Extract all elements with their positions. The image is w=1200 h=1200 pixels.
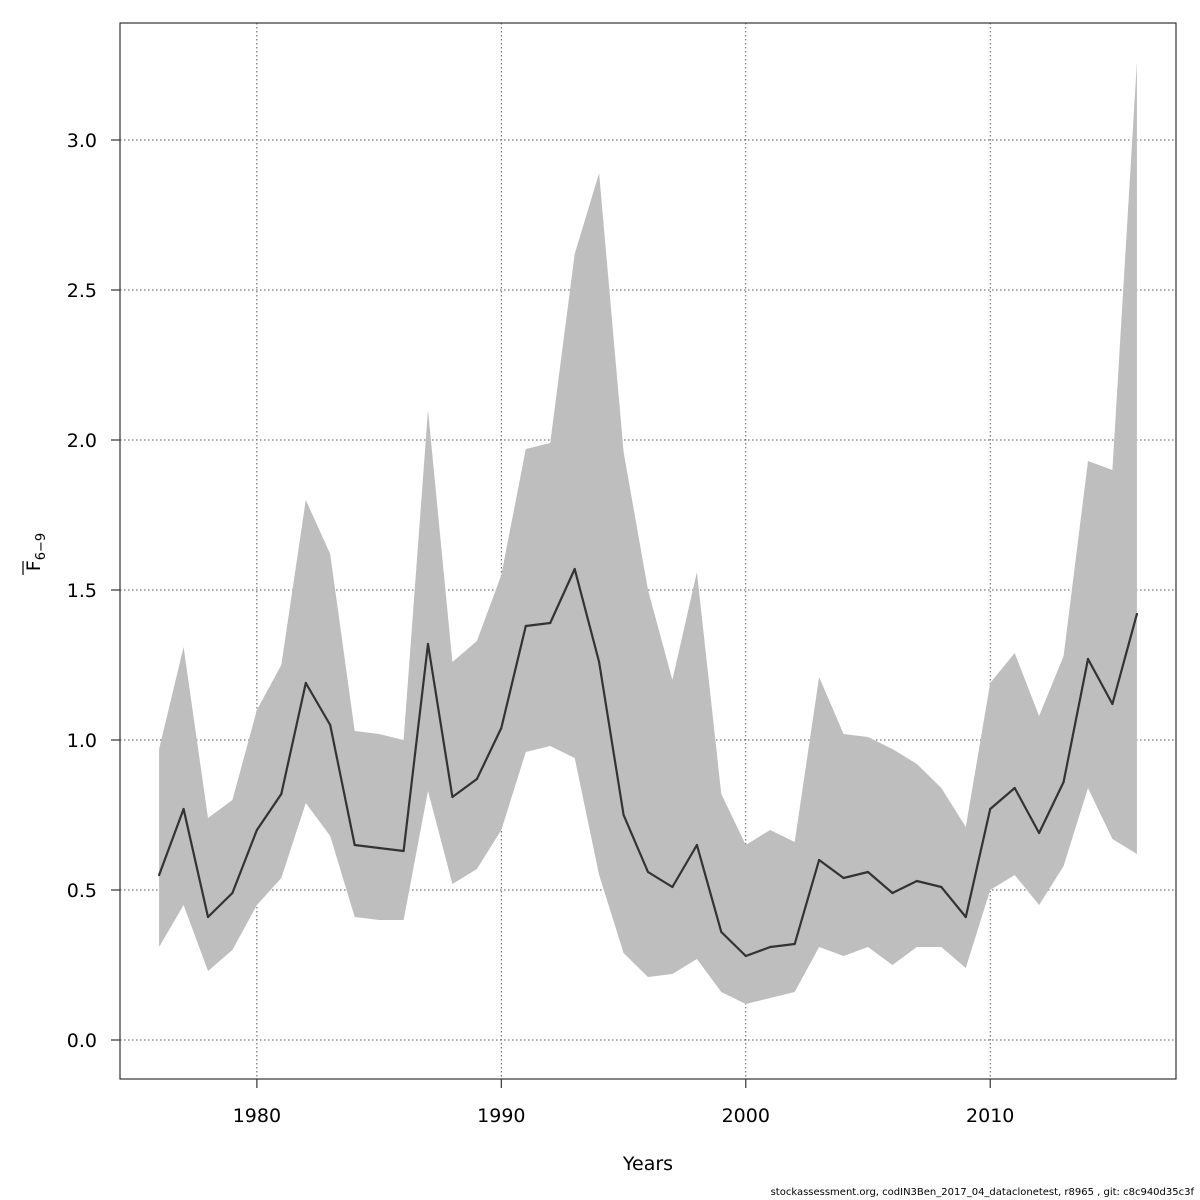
- data-point-2013: [1062, 780, 1065, 784]
- x-tick-label: 2000: [722, 1105, 770, 1127]
- y-axis-label-main: F: [23, 560, 45, 571]
- data-point-2011: [1013, 786, 1016, 790]
- y-tick-label: 0.0: [67, 1030, 97, 1052]
- y-axis-label-sub: 6−9: [34, 533, 49, 560]
- data-point-2001: [769, 945, 772, 949]
- y-tick-label: 3.0: [67, 130, 97, 152]
- y-axis-label: F6−9: [23, 533, 49, 571]
- data-point-2000: [744, 954, 747, 958]
- data-point-2007: [915, 879, 918, 883]
- x-tick-label: 2010: [966, 1105, 1014, 1127]
- data-point-2009: [964, 915, 967, 919]
- data-point-1998: [695, 843, 698, 847]
- svg-text:F6−9: F6−9: [23, 533, 49, 571]
- data-point-1991: [524, 624, 527, 628]
- y-axis: 0.0 0.5 1.0 1.5 2.0 2.5 3.0: [67, 130, 120, 1052]
- data-point-2008: [940, 885, 943, 889]
- confidence-band: [159, 62, 1137, 1004]
- data-point-1996: [646, 870, 650, 874]
- y-tick-label: 2.0: [67, 430, 97, 452]
- data-point-1986: [402, 849, 405, 853]
- data-point-2006: [891, 891, 894, 895]
- data-point-1990: [500, 726, 503, 730]
- data-point-2002: [793, 942, 796, 946]
- data-point-2015: [1111, 702, 1114, 706]
- data-point-1999: [720, 930, 723, 934]
- data-point-1976: [158, 873, 161, 877]
- data-point-1982: [304, 681, 307, 685]
- x-axis: 1980 1990 2000 2010: [233, 1079, 1014, 1127]
- data-point-1978: [206, 915, 210, 919]
- data-point-2005: [866, 870, 870, 874]
- data-point-1989: [475, 777, 478, 781]
- data-point-1983: [329, 723, 332, 727]
- data-point-1992: [549, 621, 552, 625]
- footer-note: stockassessment.org, codIN3Ben_2017_04_d…: [770, 1187, 1194, 1198]
- data-point-1979: [231, 891, 234, 895]
- data-point-1995: [622, 813, 625, 817]
- y-tick-label: 2.5: [67, 280, 97, 302]
- x-tick-label: 1990: [477, 1105, 525, 1127]
- data-point-2003: [818, 858, 821, 862]
- data-point-1987: [426, 642, 430, 646]
- x-axis-label: Years: [622, 1153, 673, 1175]
- data-point-1993: [573, 567, 576, 571]
- y-tick-label: 1.5: [67, 580, 97, 602]
- data-points: [158, 567, 1138, 958]
- data-point-2004: [842, 876, 845, 880]
- y-tick-label: 1.0: [67, 730, 97, 752]
- y-tick-label: 0.5: [67, 880, 97, 902]
- x-tick-label: 1980: [233, 1105, 281, 1127]
- data-point-1984: [353, 843, 356, 847]
- data-point-2012: [1038, 831, 1041, 835]
- data-point-2016: [1135, 612, 1138, 616]
- data-point-2010: [989, 807, 992, 811]
- data-point-1988: [451, 795, 454, 799]
- data-point-2014: [1086, 657, 1090, 661]
- data-point-1985: [378, 846, 381, 850]
- data-point-1981: [280, 792, 283, 796]
- data-point-1994: [598, 660, 601, 664]
- data-point-1977: [182, 807, 185, 811]
- plot-frame: [119, 22, 1177, 1080]
- data-point-1997: [671, 885, 674, 889]
- data-point-1980: [255, 828, 258, 832]
